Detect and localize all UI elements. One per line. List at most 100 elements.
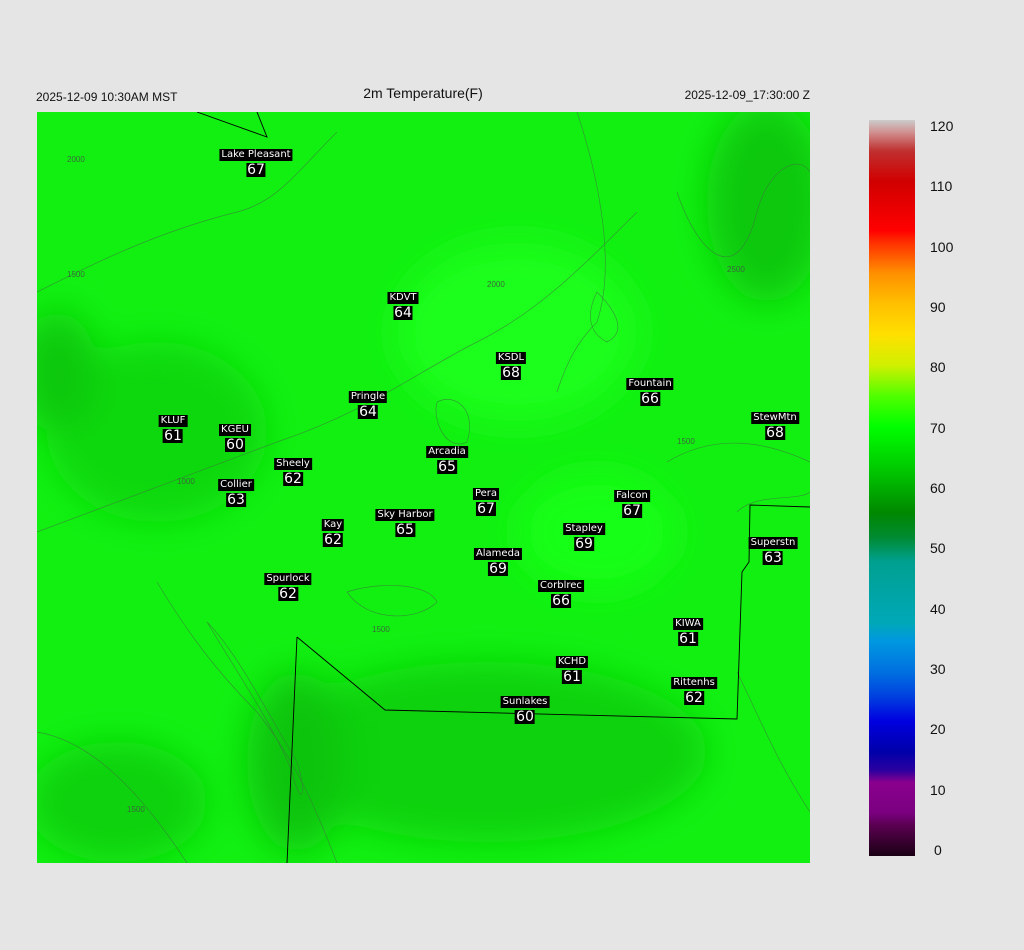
station-marker[interactable]: Alameda 69 — [473, 544, 523, 577]
colorbar-tick-label: 40 — [930, 600, 946, 617]
station-temperature: 64 — [393, 305, 413, 321]
colorbar-tick-label: 90 — [930, 299, 946, 315]
station-marker[interactable]: Lake Pleasant 67 — [219, 145, 293, 178]
station-marker[interactable]: KDVT 64 — [387, 288, 419, 321]
station-temperature: 63 — [763, 550, 783, 566]
station-temperature: 62 — [283, 471, 303, 487]
colorbar-tick-label: 30 — [930, 661, 946, 677]
station-temperature: 64 — [358, 404, 378, 420]
station-temperature: 68 — [501, 365, 521, 381]
station-marker[interactable]: KSDL 68 — [495, 348, 527, 381]
station-name: Collier — [218, 479, 254, 491]
colorbar-tick-label: 20 — [930, 721, 946, 738]
station-temperature: 66 — [640, 391, 660, 407]
station-temperature: 61 — [163, 428, 183, 444]
station-name: KDVT — [387, 292, 419, 304]
station-name: KLUF — [158, 415, 188, 427]
station-name: Pringle — [348, 391, 388, 403]
station-name: Rittenhs — [671, 677, 717, 689]
colorbar-tick-label: 110 — [930, 178, 953, 195]
station-temperature: 68 — [765, 425, 785, 441]
station-name: Superstn — [748, 537, 798, 549]
station-marker[interactable]: Spurlock 62 — [264, 569, 312, 602]
station-name: Kay — [321, 519, 345, 531]
colorbar-tick-label: 80 — [930, 359, 946, 376]
station-name: Arcadia — [426, 446, 468, 458]
station-name: KIWA — [673, 618, 703, 630]
temperature-colorbar — [869, 120, 915, 856]
station-name: Spurlock — [264, 573, 312, 585]
contour-label: 2000 — [487, 280, 505, 289]
contour-labels: 2000 2000 1500 1000 1500 1500 2500 1500 — [67, 155, 745, 814]
contour-label: 1500 — [372, 625, 390, 634]
map-title: 2m Temperature(F) — [363, 85, 483, 101]
station-name: Pera — [472, 488, 500, 500]
station-name: KCHD — [555, 656, 589, 668]
station-marker[interactable]: Sheely 62 — [274, 454, 312, 487]
station-temperature: 65 — [395, 522, 415, 538]
station-marker[interactable]: KGEU 60 — [219, 420, 251, 453]
station-name: KSDL — [495, 352, 527, 364]
contour-label: 2000 — [67, 155, 85, 164]
colorbar-tick-label: 120 — [930, 118, 954, 134]
station-name: Sky Harbor — [375, 509, 435, 521]
station-marker[interactable]: Rittenhs 62 — [671, 673, 717, 706]
station-temperature: 67 — [476, 501, 496, 517]
colorbar-tick-label: 60 — [930, 480, 946, 496]
colorbar-gradient — [869, 120, 915, 856]
station-temperature: 66 — [551, 593, 571, 609]
colorbar-tick-label: 0 — [934, 842, 942, 858]
station-temperature: 62 — [278, 586, 298, 602]
contour-label: 1500 — [677, 437, 695, 446]
contour-label: 1000 — [177, 477, 195, 486]
station-name: KGEU — [219, 424, 251, 436]
contour-label: 2500 — [727, 265, 745, 274]
colorbar-tick-label: 100 — [930, 238, 954, 255]
station-marker[interactable]: KCHD 61 — [555, 652, 589, 685]
station-temperature: 61 — [678, 631, 698, 647]
station-temperature: 67 — [622, 503, 642, 519]
station-marker[interactable]: Collier 63 — [218, 475, 254, 508]
station-name: StewMtn — [751, 412, 799, 424]
station-marker[interactable]: KLUF 61 — [158, 411, 188, 444]
station-name: Corblrec — [538, 580, 584, 592]
station-marker[interactable]: StewMtn 68 — [751, 408, 799, 441]
station-name: Stapley — [563, 523, 605, 535]
station-marker[interactable]: Corblrec 66 — [538, 576, 584, 609]
colorbar-tick-label: 10 — [930, 781, 946, 798]
station-temperature: 62 — [323, 532, 343, 548]
station-name: Fountain — [626, 378, 674, 390]
local-valid-time: 2025-12-09 10:30AM MST — [36, 90, 178, 104]
station-marker[interactable]: Fountain 66 — [626, 374, 674, 407]
station-marker[interactable]: Kay 62 — [321, 515, 345, 548]
station-marker[interactable]: Sunlakes 60 — [500, 692, 550, 725]
station-marker[interactable]: Sky Harbor 65 — [375, 505, 435, 538]
station-name: Alameda — [473, 548, 523, 560]
station-temperature: 60 — [225, 437, 245, 453]
station-temperature: 65 — [437, 459, 457, 475]
station-name: Lake Pleasant — [219, 149, 293, 161]
station-name: Sunlakes — [500, 696, 550, 708]
station-temperature: 63 — [226, 492, 246, 508]
station-marker[interactable]: Stapley 69 — [563, 519, 605, 552]
contour-label: 1500 — [67, 270, 85, 279]
station-name: Sheely — [274, 458, 312, 470]
station-marker[interactable]: Superstn 63 — [748, 533, 798, 566]
colorbar-tick-label: 70 — [930, 419, 946, 436]
station-temperature: 69 — [574, 536, 594, 552]
station-temperature: 60 — [515, 709, 535, 725]
station-temperature: 62 — [684, 690, 704, 706]
station-marker[interactable]: Falcon 67 — [614, 486, 650, 519]
station-marker[interactable]: KIWA 61 — [673, 614, 703, 647]
station-marker[interactable]: Arcadia 65 — [426, 442, 468, 475]
utc-valid-time: 2025-12-09_17:30:00 Z — [684, 88, 810, 102]
station-name: Falcon — [614, 490, 650, 502]
station-marker[interactable]: Pera 67 — [472, 484, 500, 517]
station-marker[interactable]: Pringle 64 — [348, 387, 388, 420]
station-temperature: 61 — [562, 669, 582, 685]
colorbar-tick-label: 50 — [930, 540, 946, 557]
temperature-shading — [37, 112, 810, 862]
contour-label: 1500 — [127, 805, 145, 814]
temperature-map[interactable]: 2000 2000 1500 1000 1500 1500 2500 1500 … — [37, 112, 810, 863]
station-temperature: 67 — [246, 162, 266, 178]
